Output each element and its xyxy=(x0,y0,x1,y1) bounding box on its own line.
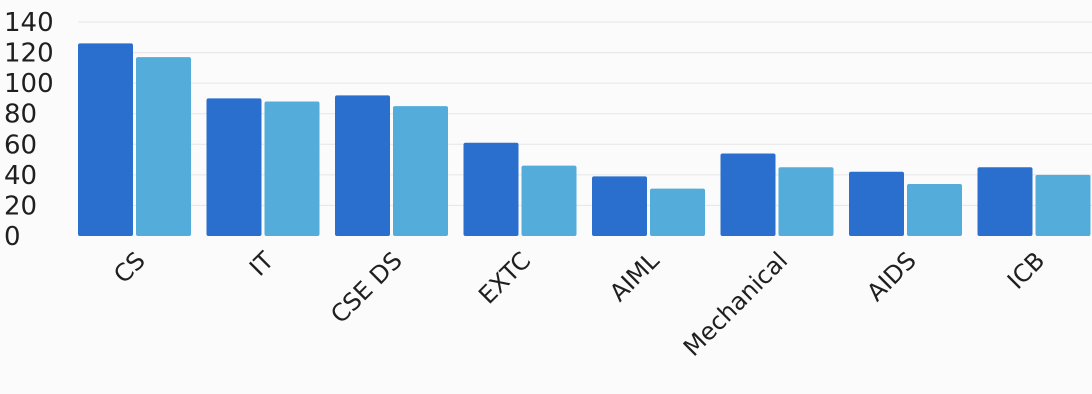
bar-aids-series-1 xyxy=(849,171,904,236)
x-tick-label: Mechanical xyxy=(678,246,793,361)
bar-icb-series-1 xyxy=(977,167,1033,236)
bar-mechanical-series-1 xyxy=(720,153,776,236)
bar-cs-series-2 xyxy=(136,57,191,237)
x-tick-label: EXTC xyxy=(473,246,536,309)
x-tick-label: AIML xyxy=(604,246,665,307)
bars xyxy=(78,43,1091,237)
x-tick-label: CS xyxy=(108,246,150,288)
y-tick-label: 140 xyxy=(4,8,54,38)
y-tick-label: 0 xyxy=(4,222,21,252)
y-tick-label: 120 xyxy=(4,39,54,69)
bar-cs-series-1 xyxy=(78,43,133,237)
bar-icb-series-2 xyxy=(1035,174,1091,236)
y-tick-label: 100 xyxy=(4,69,54,99)
y-tick-label: 80 xyxy=(4,100,37,130)
bar-extc-series-2 xyxy=(521,165,577,236)
y-tick-label: 60 xyxy=(4,130,37,160)
bar-aiml-series-1 xyxy=(592,176,647,236)
x-axis-ticks: CS IT CSE DS EXTC AIML Mechanical AIDS ICB xyxy=(108,246,1050,362)
bar-mechanical-series-2 xyxy=(778,167,834,236)
bar-it-series-1 xyxy=(206,98,262,236)
bar-aids-series-2 xyxy=(907,184,962,236)
bar-aiml-series-2 xyxy=(650,188,705,236)
x-tick-label: ICB xyxy=(1002,246,1050,294)
x-tick-label: AIDS xyxy=(861,246,921,306)
y-tick-label: 20 xyxy=(4,191,37,221)
x-tick-label: IT xyxy=(244,246,279,281)
y-tick-label: 40 xyxy=(4,161,37,191)
x-tick-label: CSE DS xyxy=(325,246,407,328)
bar-cse-ds-series-2 xyxy=(393,106,448,236)
bar-cse-ds-series-1 xyxy=(335,95,390,236)
bar-it-series-2 xyxy=(264,101,320,236)
bar-extc-series-1 xyxy=(463,142,519,236)
